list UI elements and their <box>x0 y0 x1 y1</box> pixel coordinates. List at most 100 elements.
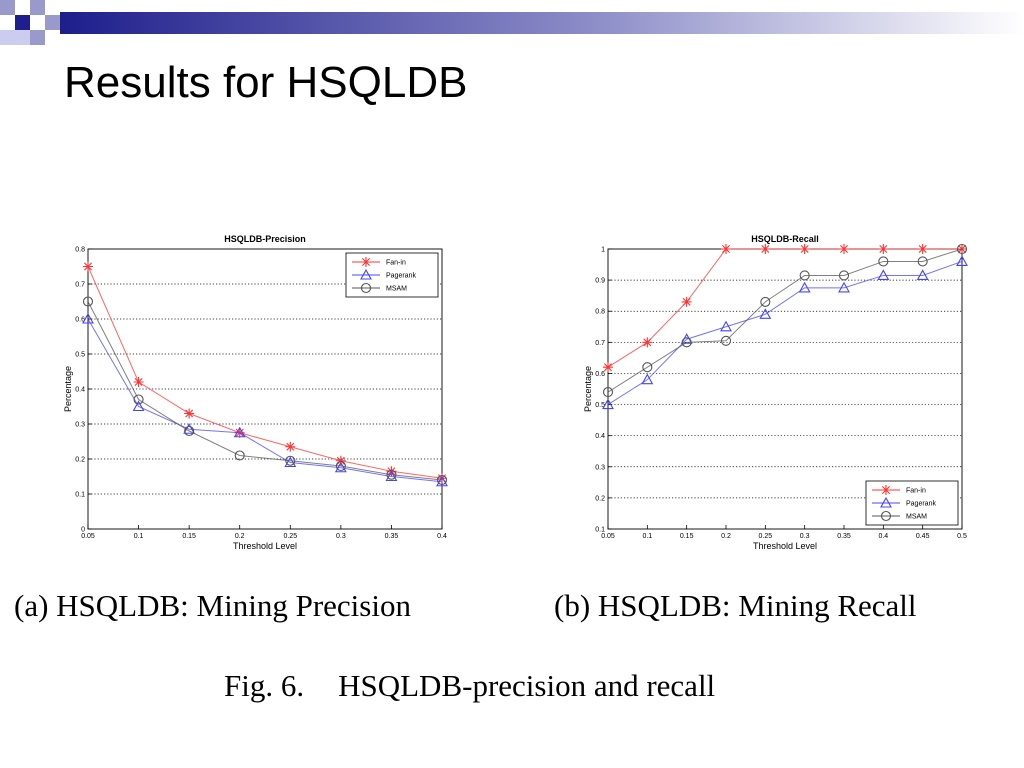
recall-legend-label: Pagerank <box>906 501 936 508</box>
recall-data-point <box>759 308 772 319</box>
precision-legend-marker <box>360 282 372 294</box>
header-square <box>45 15 60 30</box>
recall-data-point <box>720 320 732 332</box>
recall-chart-svg: HSQLDB-Recall 0.1 0.2 0.3 0.4 0.5 0.6 0.7 0.8 0.9… <box>583 234 968 551</box>
header-square <box>0 30 15 45</box>
precision-legend-marker <box>361 257 371 267</box>
header-square <box>30 0 45 15</box>
recall-legend-marker <box>880 510 892 522</box>
precision-x-tick-label: 0.35 <box>385 533 399 540</box>
recall-data-point <box>917 244 928 254</box>
precision-data-point <box>437 473 447 484</box>
recall-data-point <box>838 281 850 293</box>
recall-data-point <box>642 362 653 373</box>
precision-data-point <box>82 312 94 324</box>
precision-data-point <box>386 469 397 480</box>
recall-y-tick-label: 0.5 <box>595 402 605 409</box>
recall-data-point <box>721 244 731 254</box>
recall-legend-marker <box>880 496 892 508</box>
precision-data-point <box>335 455 346 466</box>
precision-data-point <box>183 423 196 434</box>
precision-data-point <box>285 441 296 452</box>
precision-x-tick-label: 0.2 <box>235 533 245 540</box>
recall-y-tick-label: 1 <box>601 247 605 254</box>
precision-series-pagerank <box>82 312 448 487</box>
precision-x-tick-label: 0.15 <box>182 533 196 540</box>
precision-data-point <box>334 461 347 473</box>
header-square <box>30 30 45 45</box>
precision-legend-label: Fan-in <box>386 260 406 267</box>
precision-y-tick-label: 0 <box>81 527 85 534</box>
recall-x-tick-label: 0.3 <box>800 533 810 540</box>
figure-caption: Fig. 6. HSQLDB-precision and recall <box>224 668 715 704</box>
precision-series-line <box>87 266 443 479</box>
recall-series-line <box>607 248 963 393</box>
recall-data-point <box>838 270 850 281</box>
header-gradient-bar <box>60 12 1024 34</box>
recall-data-point <box>760 244 771 254</box>
recall-y-tick-label: 0.2 <box>595 495 605 502</box>
recall-data-point <box>760 296 771 307</box>
header-square <box>15 30 30 45</box>
precision-y-tick-label: 0.3 <box>75 422 85 429</box>
recall-y-tick-label: 0.8 <box>595 309 605 316</box>
recall-legend: Fan-in Pagerank MSAM <box>865 480 959 526</box>
recall-x-tick-label: 0.4 <box>878 533 888 540</box>
recall-chart: HSQLDB-Recall 0.1 0.2 0.3 0.4 0.5 0.6 0.7 0.8 0.9… <box>570 226 975 556</box>
recall-x-tick-label: 0.35 <box>837 533 851 540</box>
figure-label: Fig. 6. <box>224 668 305 703</box>
recall-data-point <box>681 296 692 307</box>
recall-legend-label: MSAM <box>906 514 927 521</box>
recall-series-pagerank <box>602 255 968 410</box>
recall-x-tick-label: 0.1 <box>642 533 652 540</box>
precision-plot-frame <box>87 248 443 530</box>
precision-y-tick-label: 0.1 <box>75 492 85 499</box>
recall-series-fan-in <box>603 244 967 373</box>
caption-precision: (a) HSQLDB: Mining Precision <box>14 588 411 623</box>
recall-series-msam <box>602 243 968 398</box>
precision-y-axis-label: Percentage <box>63 366 73 412</box>
slide-header-decoration <box>0 0 1024 45</box>
recall-x-tick-label: 0.2 <box>721 533 731 540</box>
recall-data-point <box>799 244 810 254</box>
recall-chart-title: HSQLDB-Recall <box>751 234 819 244</box>
precision-data-point <box>83 261 93 272</box>
header-square <box>15 15 30 30</box>
precision-series-fan-in <box>83 261 447 484</box>
precision-data-point <box>132 400 145 412</box>
recall-y-tick-label: 0.7 <box>595 340 605 347</box>
recall-series-line <box>607 260 963 405</box>
precision-x-tick-label: 0.3 <box>336 533 346 540</box>
precision-data-point <box>436 474 448 486</box>
precision-x-tick-label: 0.4 <box>437 533 447 540</box>
recall-data-point <box>799 270 810 281</box>
precision-data-point <box>133 394 144 405</box>
recall-y-tick-label: 0.3 <box>595 464 605 471</box>
caption-recall: (b) HSQLDB: Mining Recall <box>554 588 917 623</box>
recall-data-point <box>878 256 889 267</box>
precision-data-point <box>284 456 297 468</box>
recall-x-tick-label: 0.5 <box>957 533 967 540</box>
precision-y-tick-label: 0.6 <box>75 317 85 324</box>
precision-legend-marker <box>360 268 372 280</box>
recall-legend-label: Fan-in <box>906 488 926 495</box>
recall-y-axis: 0.1 0.2 0.3 0.4 0.5 0.6 0.7 0.8 0.9 1 <box>595 247 962 534</box>
precision-legend: Fan-in Pagerank MSAM <box>345 252 439 298</box>
precision-x-axis: 0.05 0.1 0.15 0.2 0.25 0.3 0.35 0.4 <box>81 525 447 540</box>
recall-data-point <box>602 387 614 398</box>
recall-data-point <box>878 244 889 254</box>
recall-x-tick-label: 0.05 <box>601 533 615 540</box>
recall-data-point <box>877 269 890 280</box>
recall-x-axis: 0.05 0.1 0.15 0.2 0.25 0.3 0.35 0.4 0.45 0.5 <box>601 525 967 540</box>
recall-y-axis-label: Percentage <box>583 366 593 412</box>
precision-data-point <box>184 408 195 419</box>
recall-y-tick-label: 0.6 <box>595 371 605 378</box>
precision-y-tick-label: 0.8 <box>75 247 85 254</box>
precision-data-point <box>335 460 346 472</box>
recall-y-tick-label: 0.1 <box>595 527 605 534</box>
recall-data-point <box>603 362 613 373</box>
precision-series-msam <box>82 296 448 486</box>
figure-text: HSQLDB-precision and recall <box>338 668 716 703</box>
recall-x-tick-label: 0.45 <box>916 533 930 540</box>
recall-series-line <box>607 248 962 368</box>
